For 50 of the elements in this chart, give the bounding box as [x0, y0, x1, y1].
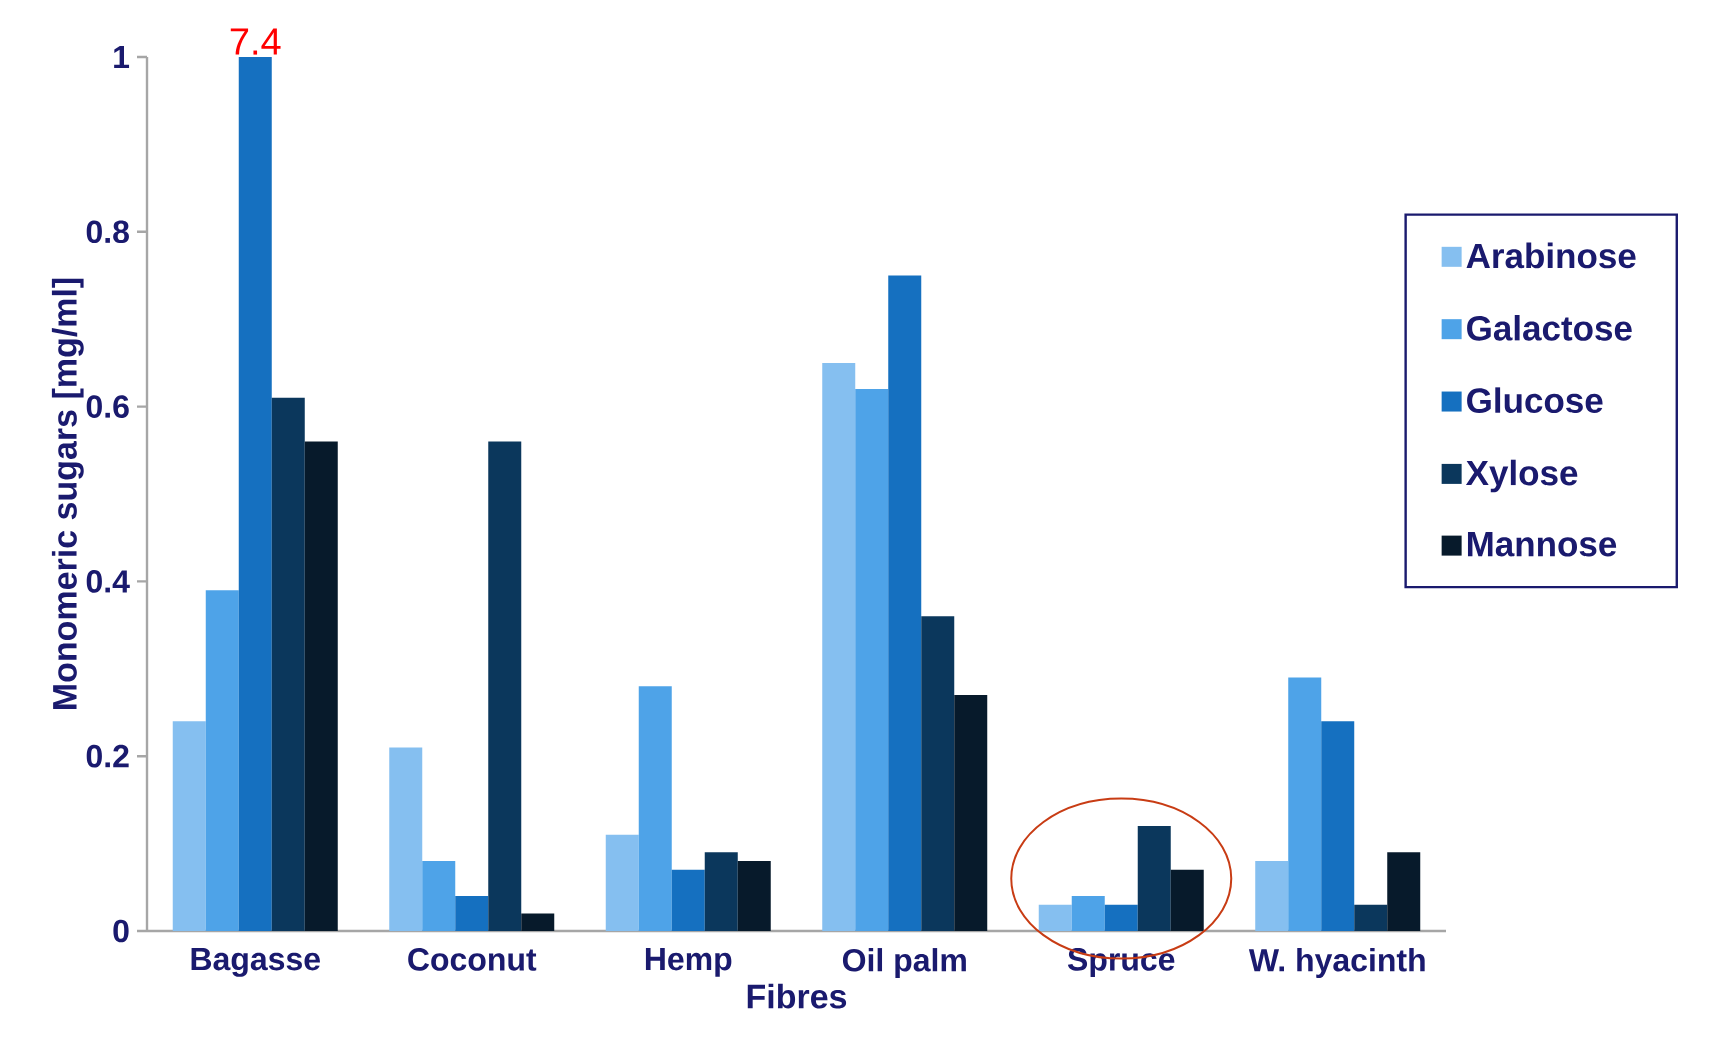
bar — [304, 441, 338, 931]
bar — [921, 616, 955, 931]
y-tick-label: 0.2 — [86, 744, 129, 768]
bar — [1071, 896, 1105, 931]
bar — [1137, 826, 1171, 931]
legend-label: Glucose — [1467, 387, 1603, 414]
legend-label: Galactose — [1467, 314, 1632, 341]
x-tick-label: W. hyacinth — [1248, 948, 1425, 978]
y-tick-label: 0.4 — [86, 570, 130, 593]
bar — [954, 695, 988, 931]
bar — [671, 869, 705, 931]
y-tick-label: 0.8 — [86, 220, 129, 244]
bar — [205, 590, 239, 931]
bar — [422, 861, 456, 931]
bar — [1288, 677, 1322, 931]
bar — [704, 852, 738, 931]
annotation: 7.4 — [230, 28, 281, 55]
bar — [1354, 904, 1388, 931]
bar — [888, 275, 922, 931]
bar — [1170, 869, 1204, 931]
bar — [1321, 721, 1355, 931]
bar — [172, 721, 206, 931]
bar — [455, 896, 489, 931]
y-tick-label: 0.6 — [86, 395, 129, 418]
x-tick-label: Hemp — [645, 948, 732, 977]
legend-label: Mannose — [1467, 532, 1617, 557]
bar — [1255, 861, 1289, 931]
bar — [1387, 852, 1421, 931]
bar — [238, 56, 272, 931]
bar — [389, 747, 423, 931]
x-tick-label: Coconut — [408, 948, 537, 971]
legend-label: Arabinose — [1466, 242, 1636, 269]
x-tick-label: Spruce — [1067, 948, 1175, 978]
x-tick-label: Oil palm — [842, 948, 966, 978]
x-axis-title: Fibres — [747, 983, 847, 1009]
y-tick-label: 1 — [114, 45, 130, 68]
bar — [521, 913, 555, 931]
bar — [822, 362, 856, 931]
bar — [638, 686, 672, 931]
bar — [855, 389, 889, 931]
bar — [1038, 904, 1072, 931]
y-axis-title: Monomeric sugars [mg/ml] — [51, 278, 84, 709]
bar — [737, 861, 771, 931]
bar — [1104, 904, 1138, 931]
x-tick-label: Bagasse — [191, 948, 320, 977]
bar — [605, 834, 639, 931]
bar — [271, 397, 305, 931]
bar — [488, 441, 522, 931]
legend-label: Xylose — [1465, 459, 1578, 493]
y-tick-label: 0 — [113, 919, 129, 943]
